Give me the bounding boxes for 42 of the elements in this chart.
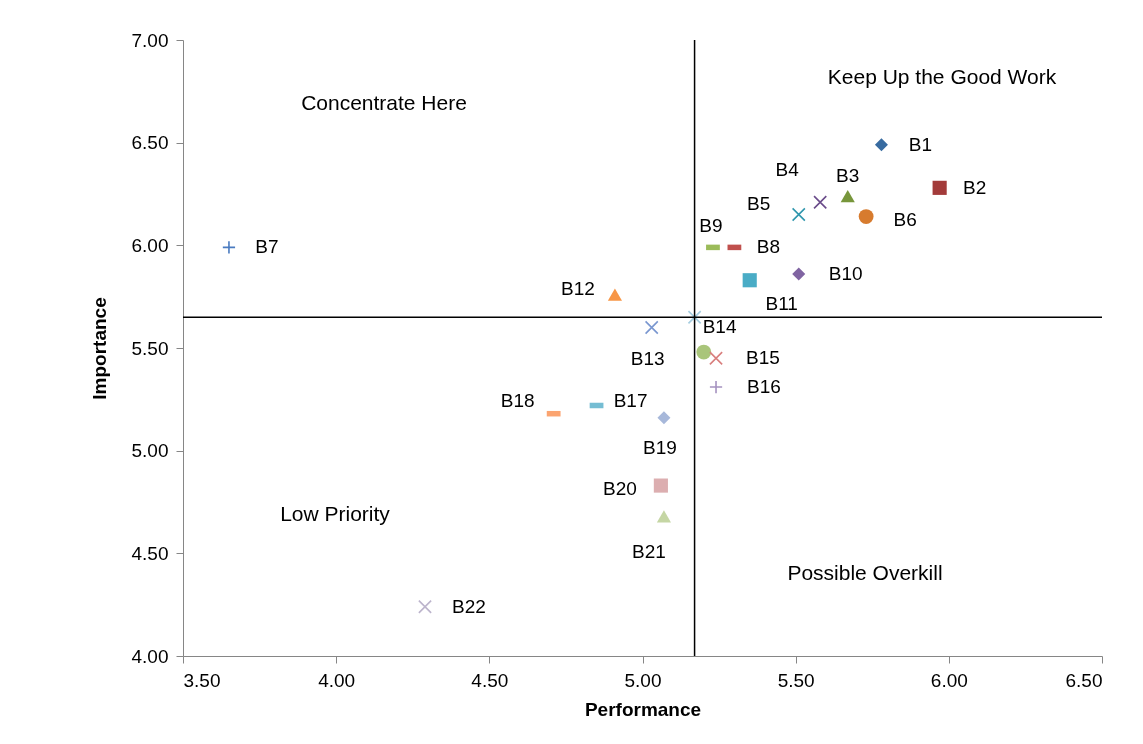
series-label: B10	[828, 263, 863, 285]
series-label: B15	[746, 347, 780, 369]
x-tick-label: 6.00	[930, 669, 968, 691]
series-label: B6	[893, 208, 917, 230]
y-tick-label: 5.00	[131, 440, 169, 462]
series-label: B8	[756, 236, 781, 258]
annotation: Keep Up the Good Work	[827, 65, 1057, 88]
y-tick-label: 7.00	[131, 29, 169, 51]
y-tick-label: 4.50	[131, 542, 169, 564]
series-label: B9	[699, 215, 723, 237]
x-axis-title: Performance	[584, 698, 702, 720]
series-label: B2	[963, 176, 987, 198]
series-label: B13	[630, 348, 665, 370]
series-label: B16	[747, 376, 781, 398]
x-tick-label: 5.50	[777, 669, 815, 691]
series-label: B11	[765, 293, 798, 315]
x-tick-label: 4.00	[318, 669, 356, 691]
series-label: B4	[775, 159, 800, 181]
annotation: Possible Overkill	[787, 561, 943, 584]
x-tick-label: 6.50	[1065, 669, 1103, 691]
series-label: B20	[602, 477, 637, 499]
y-tick-label: 5.50	[131, 337, 169, 359]
y-tick-label: 6.50	[131, 132, 169, 154]
annotation: Concentrate Here	[301, 91, 467, 114]
annotation: Low Priority	[280, 502, 391, 525]
series-label: B3	[836, 165, 860, 187]
series-label: B14	[702, 316, 737, 338]
series-label: B7	[255, 236, 279, 258]
y-axis-title: Importance	[88, 297, 110, 400]
series-label: B17	[613, 390, 648, 412]
series-label: B5	[747, 192, 771, 214]
series-label: B19	[643, 436, 677, 458]
x-tick-label: 4.50	[471, 669, 509, 691]
y-tick-label: 4.00	[131, 645, 169, 667]
series-label: B22	[452, 595, 486, 617]
y-tick-label: 6.00	[131, 234, 169, 256]
x-tick-label: 3.50	[183, 669, 221, 691]
x-tick-label: 5.00	[624, 669, 662, 691]
series-label: B21	[632, 541, 666, 563]
series-label: B12	[561, 277, 595, 299]
series-label: B18	[500, 389, 535, 411]
series-label: B1	[908, 133, 933, 155]
